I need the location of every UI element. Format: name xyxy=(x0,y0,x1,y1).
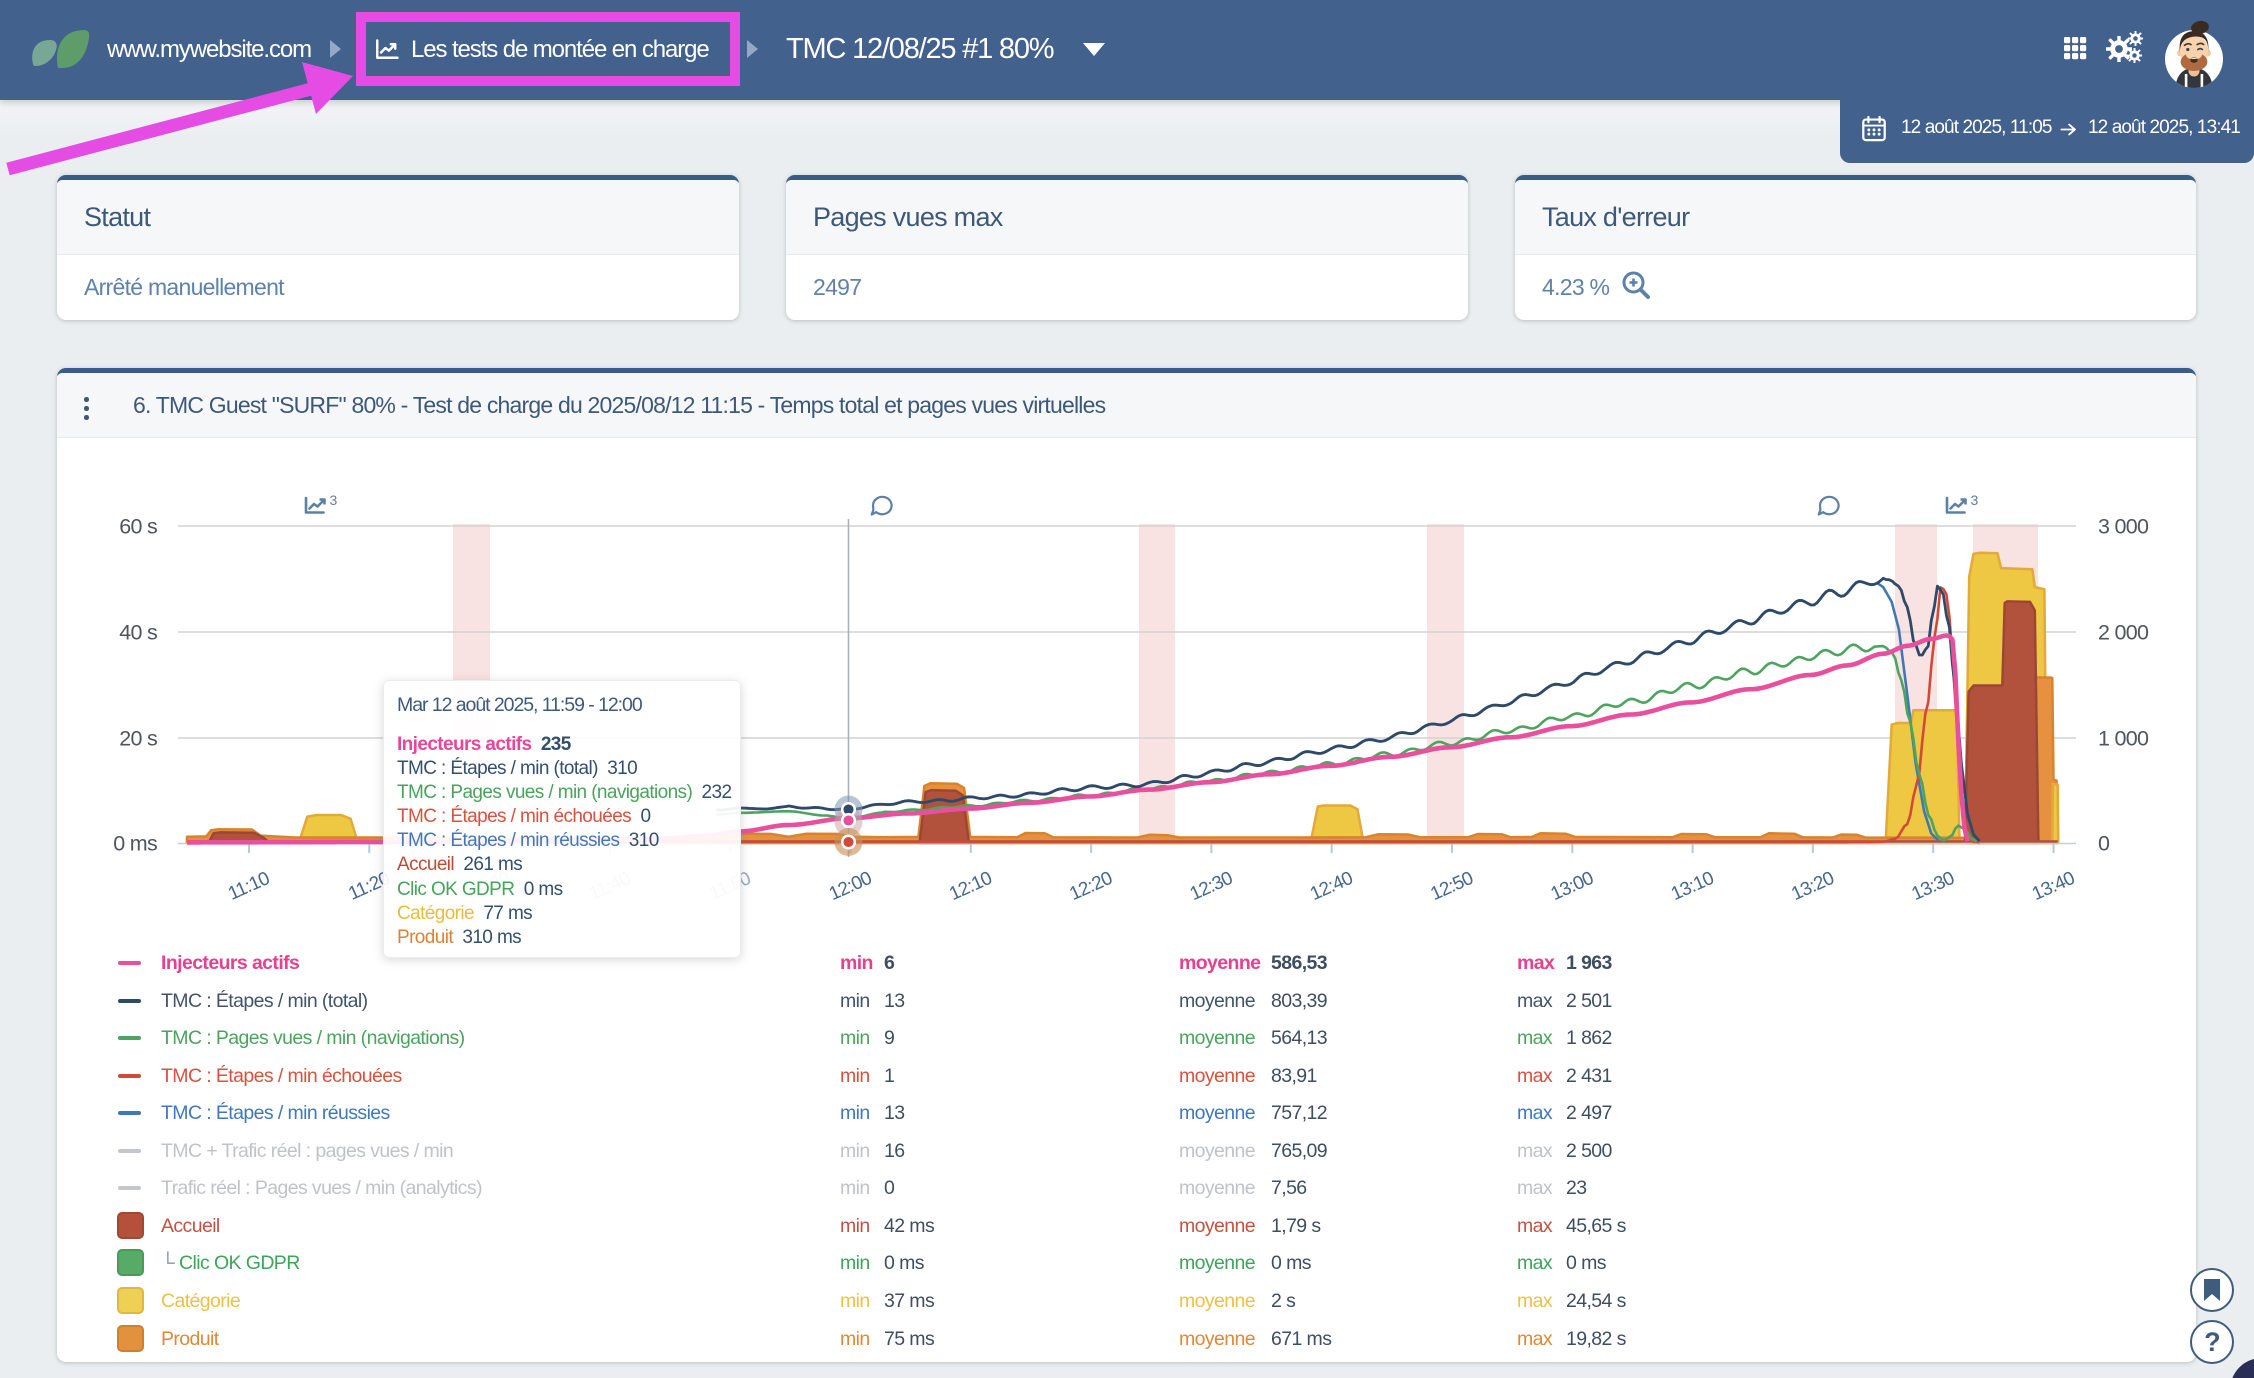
svg-text:11:10: 11:10 xyxy=(225,868,273,905)
svg-text:20 s: 20 s xyxy=(119,727,157,751)
svg-text:12:40: 12:40 xyxy=(1307,868,1356,905)
svg-text:3: 3 xyxy=(1971,492,1979,508)
svg-text:13:20: 13:20 xyxy=(1788,868,1837,905)
svg-text:0 ms: 0 ms xyxy=(113,832,157,856)
svg-text:0: 0 xyxy=(2098,832,2110,856)
svg-text:1 000: 1 000 xyxy=(2098,727,2149,751)
svg-text:13:40: 13:40 xyxy=(2029,868,2078,905)
svg-text:12:20: 12:20 xyxy=(1067,868,1116,905)
svg-text:12:30: 12:30 xyxy=(1187,868,1236,905)
svg-text:3: 3 xyxy=(330,492,338,508)
svg-text:13:10: 13:10 xyxy=(1668,868,1717,905)
svg-text:12:50: 12:50 xyxy=(1427,868,1476,905)
svg-text:40 s: 40 s xyxy=(119,621,157,645)
svg-text:13:30: 13:30 xyxy=(1909,868,1958,905)
svg-text:12:00: 12:00 xyxy=(826,868,875,905)
svg-text:60 s: 60 s xyxy=(119,515,157,539)
svg-text:2 000: 2 000 xyxy=(2098,621,2149,645)
svg-text:13:00: 13:00 xyxy=(1548,868,1597,905)
svg-text:12:10: 12:10 xyxy=(946,868,995,905)
svg-text:3 000: 3 000 xyxy=(2098,515,2149,539)
